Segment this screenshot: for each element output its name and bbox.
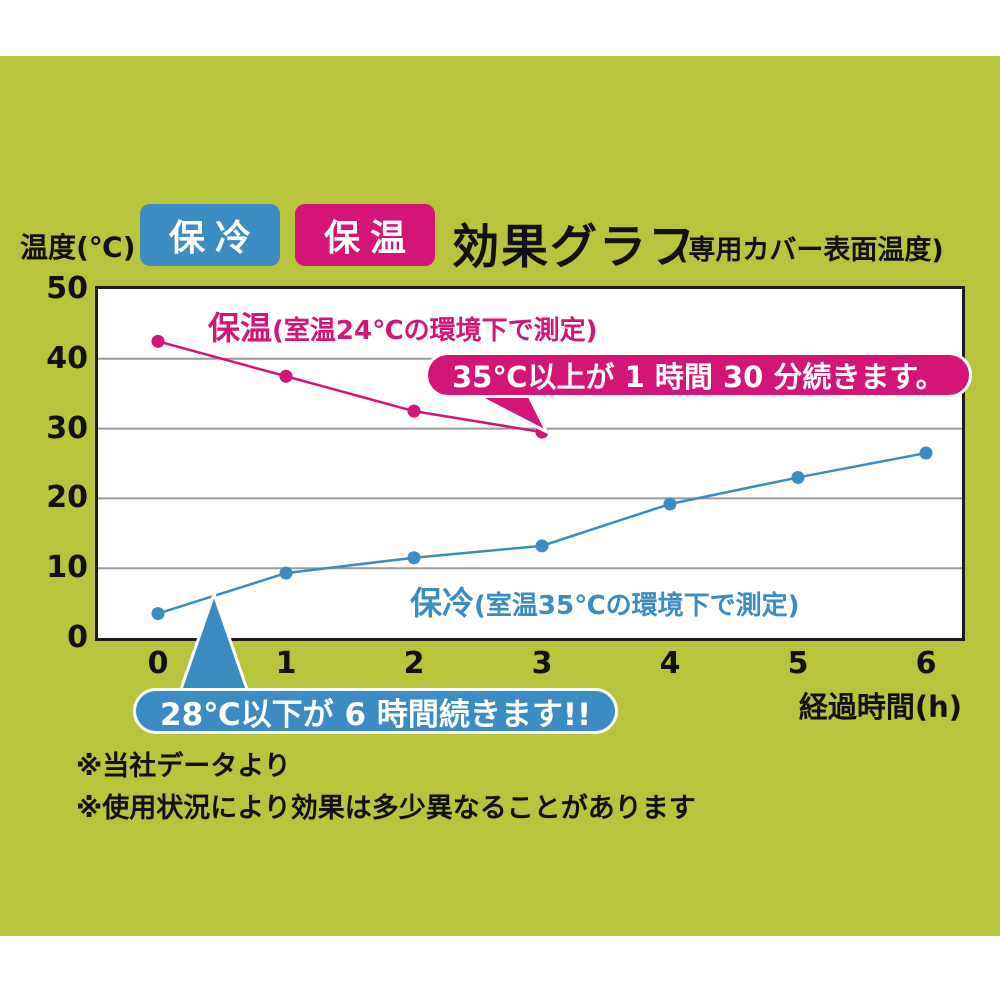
data-point-保冷 (791, 470, 805, 484)
x-tick-label: 0 (147, 646, 169, 681)
warm-series-condition: (室温24℃の環境下で測定) (272, 316, 598, 346)
chart-subtitle: (専用カバー表面温度) (676, 235, 944, 266)
y-tick-label: 10 (46, 550, 88, 585)
y-tick-label: 20 (46, 480, 88, 515)
cold-callout-pointer (177, 589, 251, 694)
x-axis-label: 経過時間(h) (798, 690, 962, 724)
chart-title: 効果グラフ (452, 220, 697, 275)
warm-series-label: 保温(室温24℃の環境下で測定) (208, 303, 597, 349)
legend-badge-warm: 保温 (295, 204, 435, 266)
x-tick-label: 4 (659, 646, 681, 681)
data-point-保温 (151, 334, 165, 348)
data-point-保冷 (407, 551, 421, 565)
data-point-保冷 (919, 446, 933, 460)
x-tick-label: 2 (403, 646, 425, 681)
x-tick-label: 6 (915, 646, 937, 681)
cold-series-label: 保冷(室温35℃の環境下で測定) (410, 578, 799, 624)
warm-callout-badge: 35℃以上が 1 時間 30 分続きます。 (425, 352, 972, 398)
footnote-data-source: ※当社データより (76, 751, 291, 782)
y-tick-label: 50 (46, 271, 88, 306)
x-tick-label: 5 (787, 646, 809, 681)
warm-series-name: 保温 (208, 309, 273, 347)
data-point-保冷 (151, 607, 165, 621)
data-point-保温 (279, 369, 293, 383)
x-tick-label: 1 (275, 646, 297, 681)
y-tick-label: 40 (46, 341, 88, 376)
legend-badge-cold: 保冷 (140, 204, 280, 266)
y-tick-label: 30 (46, 411, 88, 446)
data-point-保温 (407, 404, 421, 418)
data-point-保冷 (279, 566, 293, 580)
series-line-保温 (157, 340, 543, 434)
cold-series-name: 保冷 (410, 584, 475, 622)
data-point-保冷 (535, 539, 549, 553)
cold-callout-badge: 28℃以下が 6 時間続きます!! (133, 688, 619, 734)
x-tick-label: 3 (531, 646, 553, 681)
data-point-保冷 (663, 497, 677, 511)
footnote-disclaimer: ※使用状況により効果は多少異なることがあります (76, 793, 696, 824)
cold-series-condition: (室温35℃の環境下で測定) (474, 591, 800, 621)
y-tick-label: 0 (67, 620, 88, 655)
y-axis-unit-label: 温度(℃) (20, 231, 136, 264)
